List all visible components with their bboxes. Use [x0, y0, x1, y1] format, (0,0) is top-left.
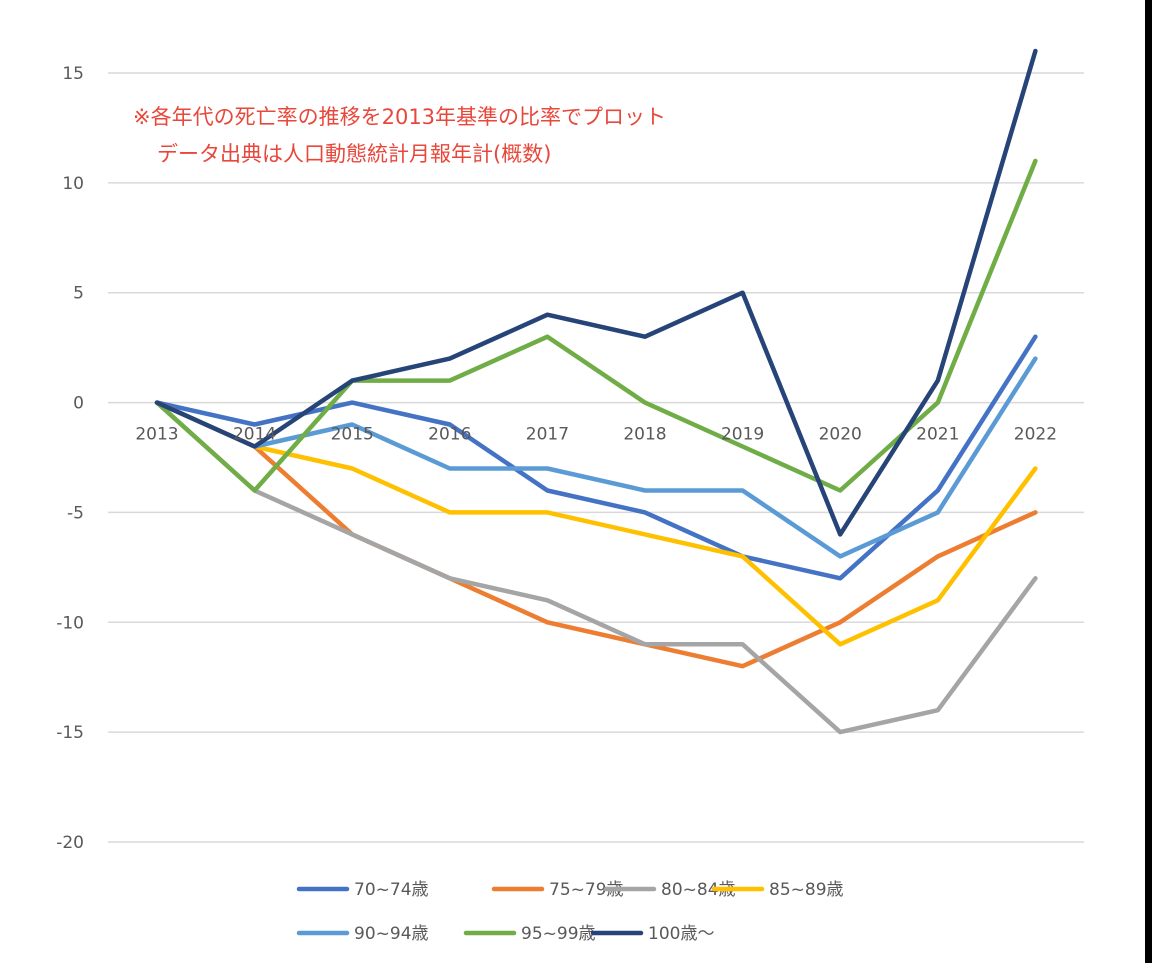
annotation-line-2: データ出典は人口動態統計月報年計(概数): [157, 142, 551, 166]
series-line: [154, 356, 1038, 559]
y-tick-label: -20: [56, 833, 84, 853]
legend-label: 95~99歳: [521, 924, 596, 944]
legend-label: 75~79歳: [549, 880, 624, 900]
x-tick-label: 2016: [428, 425, 471, 445]
legend-label: 90~94歳: [354, 924, 429, 944]
y-tick-label: -15: [56, 723, 84, 743]
series-line: [154, 400, 1038, 735]
legend-label: 85~89歳: [769, 880, 844, 900]
y-tick-label: 5: [73, 284, 84, 304]
window-edge: [1145, 0, 1152, 963]
gridlines: [108, 72, 1084, 843]
series-line: [154, 400, 1038, 647]
x-tick-label: 2017: [526, 425, 569, 445]
x-tick-label: 2019: [721, 425, 764, 445]
y-tick-label: 0: [73, 394, 84, 414]
series-lines: [154, 48, 1038, 735]
x-axis-ticks: 2013 2014 2015 2016 2017 2018 2019 2020 2021 2022: [135, 425, 1057, 445]
series-line: [154, 400, 1038, 669]
legend-label: 100歳〜: [648, 924, 714, 944]
chart-annotation: ※各年代の死亡率の推移を2013年基準の比率でプロット データ出典は人口動態統計…: [133, 105, 666, 166]
y-axis-ticks: 15 10 5 0 -5 -10 -15 -20: [56, 64, 84, 853]
series-line: [154, 334, 1038, 581]
series-line: [154, 158, 1038, 493]
x-tick-label: 2020: [819, 425, 862, 445]
x-tick-label: 2021: [916, 425, 959, 445]
y-tick-label: 10: [62, 174, 84, 194]
legend-label: 70~74歳: [354, 880, 429, 900]
x-tick-label: 2022: [1014, 425, 1057, 445]
y-tick-label: -10: [56, 613, 84, 633]
series-line: [154, 48, 1038, 537]
x-tick-label: 2018: [623, 425, 666, 445]
annotation-line-1: ※各年代の死亡率の推移を2013年基準の比率でプロット: [133, 105, 666, 129]
x-tick-label: 2015: [331, 425, 374, 445]
legend-label: 80~84歳: [661, 880, 736, 900]
y-tick-label: -5: [67, 503, 84, 523]
y-tick-label: 15: [62, 64, 84, 84]
legend: 70~74歳 75~79歳 80~84歳 85~89歳 90~94歳 95~99歳 100歳…: [296, 880, 844, 944]
x-tick-label: 2014: [233, 425, 276, 445]
x-tick-label: 2013: [135, 425, 178, 445]
